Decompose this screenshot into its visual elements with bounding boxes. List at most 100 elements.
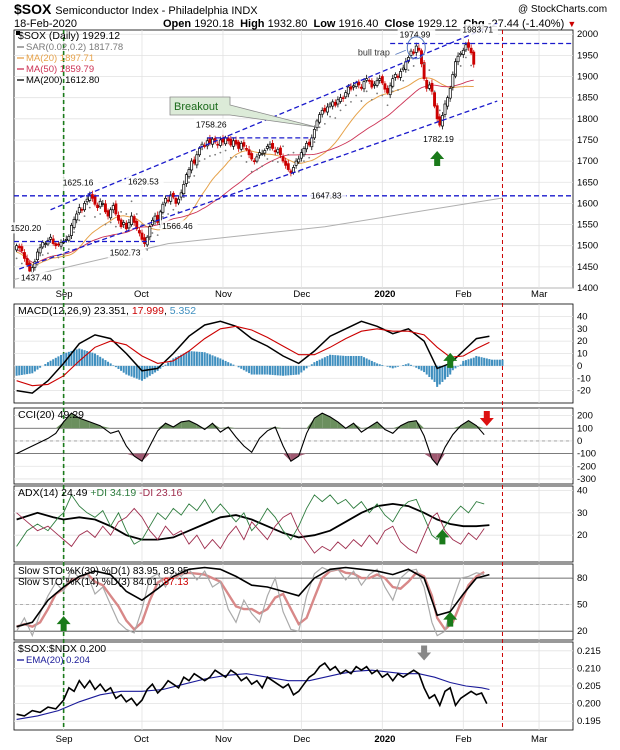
macd-histogram-bar	[342, 355, 345, 366]
candle-body	[276, 148, 280, 153]
candle-body	[54, 243, 58, 247]
sar-dot	[381, 94, 384, 97]
candle-body	[195, 154, 199, 166]
candle-body	[451, 74, 455, 88]
pane-3-ytick-0: 40	[577, 485, 588, 496]
pane-0-ytick-8: 1800	[577, 114, 598, 125]
candle-body	[161, 203, 165, 213]
macd-histogram-bar	[425, 365, 428, 375]
macd-title-part-0: MACD(12,26,9) 23.351,	[18, 305, 132, 317]
candle-body	[130, 215, 133, 225]
xtick-bottom-3: Dec	[293, 734, 310, 745]
macd-histogram-bar	[438, 365, 441, 385]
macd-histogram-bar	[245, 365, 248, 372]
candle-body	[417, 47, 421, 51]
sto-buy-arrow-icon-0-shape	[56, 616, 71, 632]
sar-dot	[433, 90, 436, 93]
macd-histogram-bar	[302, 365, 305, 371]
macd-histogram-bar	[305, 365, 308, 369]
cci-overbought-fill	[181, 420, 190, 429]
macd-histogram-bar	[78, 348, 81, 366]
macd-histogram-bar	[323, 357, 326, 366]
price-annotation-8: 1974.99	[400, 30, 431, 40]
macd-histogram-bar	[172, 358, 175, 366]
xtick-bottom-0: Sep	[56, 734, 73, 745]
macd-histogram-bar	[363, 357, 366, 366]
candle-body	[153, 215, 157, 222]
sar-dot	[292, 151, 295, 154]
sar-dot	[438, 109, 441, 112]
breakout-callout-box	[169, 96, 318, 128]
ratio-title: $SOX:$NDX 0.200	[18, 643, 106, 655]
cci-line	[16, 412, 485, 467]
macd-histogram-bar	[331, 354, 334, 366]
pane-2-ytick-2: 0	[577, 436, 582, 447]
sar-dot	[376, 92, 378, 95]
ratio-ema-line	[16, 669, 490, 720]
cci-oversold-fill	[424, 453, 432, 459]
sar-dot	[240, 155, 243, 157]
macd-histogram-bar	[491, 359, 494, 366]
cci-oversold-fill	[283, 453, 291, 462]
candle-body	[344, 92, 348, 98]
pane-0-ytick-1: 1450	[577, 262, 598, 273]
macd-histogram-bar	[232, 364, 235, 366]
symbol-title: $SOX Semiconductor Index - Philadelphia …	[14, 1, 258, 17]
candle-body	[216, 143, 220, 146]
candle-body	[148, 226, 152, 238]
candle-body	[109, 209, 113, 219]
candle-body	[20, 246, 24, 252]
macd-histogram-bar	[33, 365, 36, 372]
candle-body	[286, 163, 290, 170]
ma50-line	[16, 79, 474, 264]
macd-histogram-bar	[237, 365, 240, 368]
sar-dot	[203, 158, 206, 160]
pane-2-ytick-0: 200	[577, 411, 593, 422]
sar-dot	[344, 104, 347, 107]
macd-histogram-bar	[417, 365, 420, 370]
macd-histogram-bar	[498, 359, 501, 366]
sar-dot	[266, 158, 269, 160]
macd-histogram-bar	[255, 365, 258, 375]
cci-oversold-fill	[141, 453, 150, 462]
macd-title-part-3: 5.352	[170, 305, 196, 317]
adx-title-part-2: -DI 23.16	[139, 487, 182, 499]
candle-body	[114, 203, 118, 215]
macd-histogram-bar	[240, 365, 243, 369]
pane-0-ytick-6: 1700	[577, 156, 598, 167]
cci-overbought-fill	[212, 423, 221, 429]
adx-title-part-0: ADX(14) 24.49	[18, 487, 90, 499]
candle-body	[401, 67, 405, 71]
pane-1-ytick-2: 20	[577, 336, 588, 347]
candle-body	[85, 198, 89, 203]
macd-histogram-bar	[352, 355, 355, 366]
candle-body	[346, 86, 350, 95]
candle-body	[323, 107, 327, 112]
macd-histogram-bar	[488, 359, 491, 366]
sar-dot	[334, 117, 337, 119]
candle-body	[38, 247, 42, 254]
pane-5-ytick-1: 0.210	[577, 663, 601, 674]
macd-histogram-bar	[206, 353, 209, 366]
macd-histogram-bar	[93, 353, 96, 366]
cci-overbought-fill	[275, 427, 284, 429]
candle-body	[177, 198, 181, 204]
macd-histogram-bar	[229, 363, 232, 366]
macd-histogram-bar	[480, 357, 483, 366]
macd-histogram-bar	[75, 349, 78, 366]
sar-dot	[15, 257, 18, 260]
sar-dot	[188, 181, 190, 184]
sar-dot	[88, 206, 91, 209]
price-legend-marker	[16, 31, 20, 35]
macd-histogram-bar	[44, 364, 47, 366]
candle-body	[245, 148, 248, 150]
cci-overbought-fill	[416, 420, 425, 429]
sar-dot	[135, 213, 138, 215]
macd-histogram-bar	[287, 365, 290, 376]
price-annotation-bg-1	[18, 271, 57, 283]
macd-histogram-bar	[138, 365, 141, 380]
sar-dot	[94, 216, 96, 218]
candle-body	[380, 76, 384, 84]
sar-dot	[209, 155, 211, 157]
pane-1-ytick-4: 0	[577, 361, 582, 372]
